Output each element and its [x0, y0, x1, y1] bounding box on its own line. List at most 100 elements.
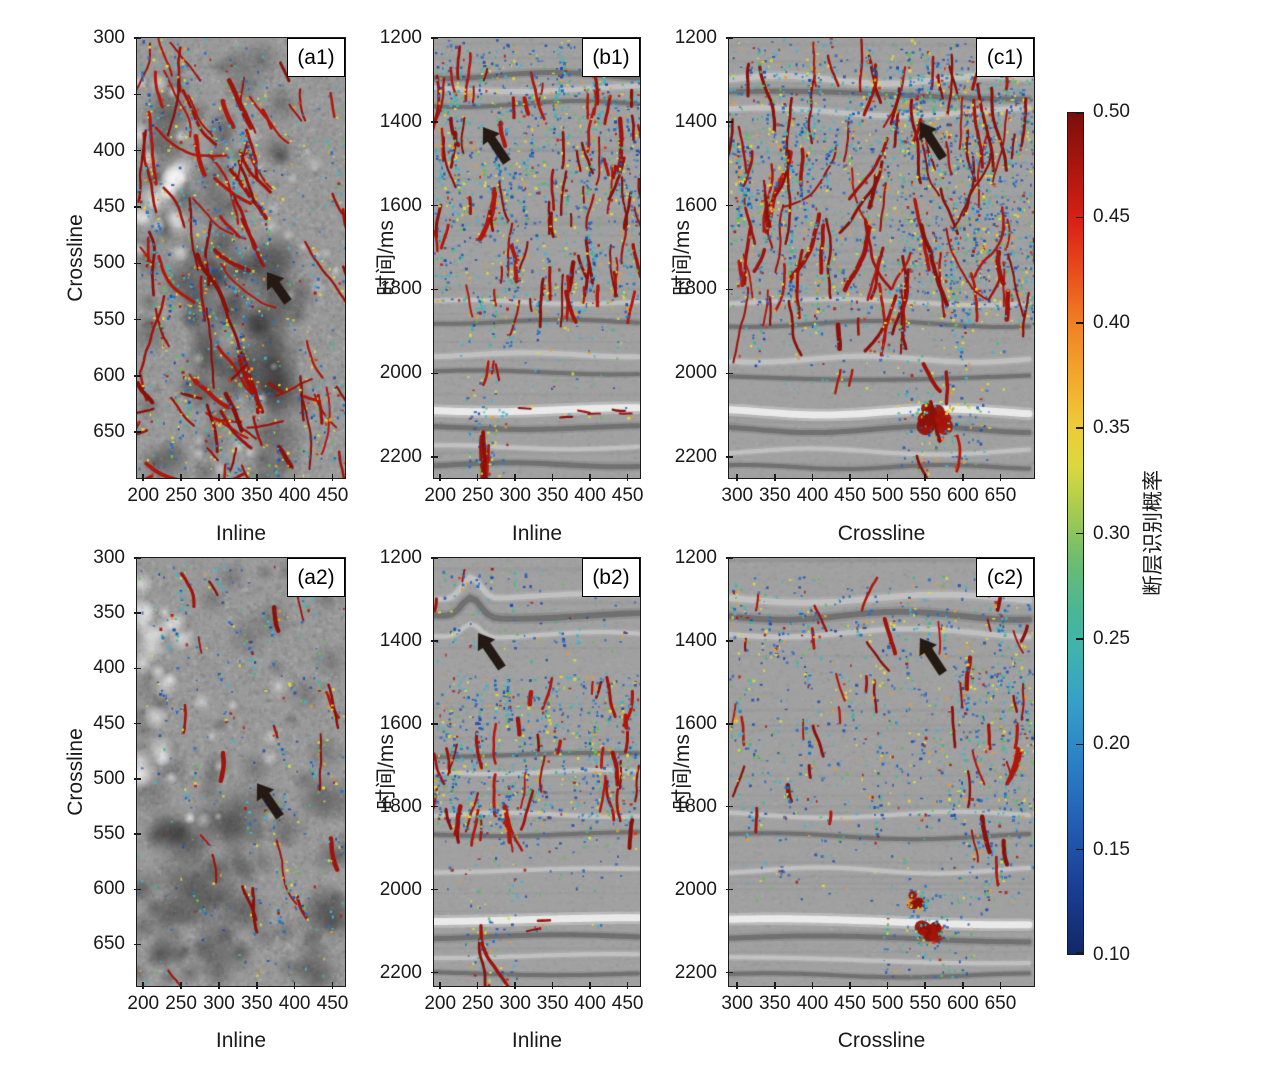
- x-tick-b2: [589, 982, 591, 989]
- y-tick-label-c1: 1600: [674, 194, 717, 216]
- y-tick-c2: [726, 971, 733, 974]
- y-tick-b2: [431, 805, 438, 808]
- y-tick-label-a2: 300: [93, 547, 125, 568]
- x-tick-label-c2: 500: [871, 993, 904, 1014]
- y-tick-c2: [726, 723, 733, 725]
- y-tick-label-a1: 300: [93, 27, 125, 48]
- y-tick-label-a2: 550: [93, 823, 125, 845]
- y-tick-a1: [134, 206, 141, 208]
- x-tick-a2: [142, 982, 144, 989]
- x-tick-label-c1: 500: [871, 485, 904, 506]
- x-tick-label-b2: 300: [499, 993, 531, 1014]
- x-tick-label-b2: 200: [424, 993, 457, 1014]
- x-tick-b2: [626, 982, 629, 989]
- x-tick-label-a2: 300: [203, 993, 235, 1014]
- x-tick-c1: [924, 474, 926, 481]
- colorbar-tick: [1076, 848, 1083, 851]
- x-axis-label-c1: Crossline: [837, 522, 926, 545]
- y-tick-label-b1: 1800: [379, 278, 422, 300]
- x-tick-label-b1: 200: [424, 485, 457, 506]
- y-tick-label-b1: 2000: [379, 362, 422, 384]
- panel-label-b1: (b1): [582, 38, 640, 77]
- x-tick-label-c2: 300: [721, 993, 754, 1014]
- x-tick-c1: [886, 474, 889, 481]
- x-tick-label-a1: 300: [203, 485, 235, 506]
- y-tick-a2: [134, 612, 141, 614]
- x-tick-label-a1: 400: [278, 485, 311, 506]
- x-tick-c2: [924, 982, 926, 989]
- x-tick-label-c1: 550: [909, 485, 942, 506]
- x-tick-label-a2: 250: [165, 993, 197, 1014]
- x-tick-c2: [999, 982, 1002, 989]
- y-tick-b2: [431, 888, 438, 891]
- y-tick-a1: [134, 318, 141, 321]
- x-tick-label-b1: 250: [461, 485, 494, 506]
- x-tick-a1: [293, 474, 296, 481]
- colorbar-tick: [1076, 638, 1083, 640]
- x-tick-label-b1: 450: [611, 485, 644, 506]
- x-tick-b2: [551, 982, 554, 989]
- x-tick-label-b1: 350: [536, 485, 569, 506]
- y-tick-label-b2: 1200: [379, 547, 422, 568]
- seismic-image-a1: [137, 38, 345, 478]
- x-tick-b1: [439, 474, 441, 481]
- y-tick-label-b2: 2000: [379, 878, 422, 900]
- x-tick-c2: [886, 982, 889, 989]
- y-tick-label-b1: 1400: [379, 110, 422, 132]
- y-tick-b1: [431, 121, 438, 123]
- panel-label-c1: (c1): [976, 38, 1034, 77]
- x-tick-label-c2: 550: [909, 993, 942, 1014]
- y-tick-label-b1: 1600: [379, 194, 422, 216]
- x-tick-label-c2: 400: [796, 993, 829, 1014]
- y-tick-c1: [726, 121, 733, 123]
- y-tick-c1: [726, 456, 733, 458]
- y-tick-a2: [134, 667, 141, 670]
- panel-label-a2: (a2): [287, 558, 345, 597]
- x-axis-label-a2: Inline: [215, 1029, 267, 1052]
- panel-label-b2: (b2): [582, 558, 640, 597]
- y-tick-label-a1: 450: [93, 195, 125, 217]
- y-tick-c2: [726, 640, 733, 642]
- x-tick-label-c1: 350: [758, 485, 791, 506]
- y-tick-a1: [134, 431, 141, 433]
- x-tick-label-a1: 350: [240, 485, 273, 506]
- y-axis-label-c2: 时间/ms: [671, 734, 694, 810]
- y-tick-label-a1: 400: [93, 139, 125, 161]
- x-tick-label-c2: 350: [758, 993, 791, 1014]
- y-tick-c2: [726, 805, 733, 808]
- x-tick-b1: [626, 474, 629, 481]
- y-tick-label-c2: 1400: [674, 629, 717, 651]
- x-tick-c1: [962, 474, 964, 481]
- y-tick-a2: [134, 943, 141, 946]
- y-tick-label-a1: 600: [93, 364, 125, 386]
- x-tick-c2: [811, 982, 814, 989]
- seismic-image-a2: [137, 558, 345, 986]
- y-tick-label-c1: 1400: [674, 110, 717, 132]
- y-tick-a1: [134, 375, 141, 377]
- y-tick-label-a2: 500: [93, 767, 125, 789]
- colorbar-tick-label: 0.45: [1093, 206, 1130, 228]
- y-tick-label-b1: 2200: [379, 446, 422, 468]
- x-tick-label-a1: 450: [316, 485, 349, 506]
- x-tick-label-a1: 250: [165, 485, 197, 506]
- x-tick-a1: [218, 474, 220, 481]
- x-tick-b2: [476, 982, 479, 989]
- colorbar-tick-label: 0.40: [1093, 311, 1130, 333]
- x-tick-c2: [774, 982, 776, 989]
- y-tick-label-c1: 2000: [674, 362, 717, 384]
- x-tick-label-b1: 300: [499, 485, 531, 506]
- colorbar-tick-label: 0.30: [1093, 522, 1130, 544]
- y-tick-label-a1: 550: [93, 308, 125, 330]
- x-tick-a1: [331, 474, 334, 481]
- y-axis-label-b1: 时间/ms: [375, 220, 398, 296]
- seismic-image-c1: [729, 38, 1034, 478]
- x-tick-label-c2: 450: [834, 993, 866, 1014]
- colorbar-tick: [1076, 427, 1083, 429]
- seismic-image-b1: [434, 38, 640, 478]
- seismic-image-c2: [729, 558, 1034, 986]
- x-tick-label-c1: 300: [721, 485, 754, 506]
- colorbar-tick-label: 0.50: [1093, 101, 1130, 122]
- x-tick-b1: [551, 474, 554, 481]
- x-tick-b1: [589, 474, 591, 481]
- y-tick-label-c2: 1800: [674, 795, 717, 817]
